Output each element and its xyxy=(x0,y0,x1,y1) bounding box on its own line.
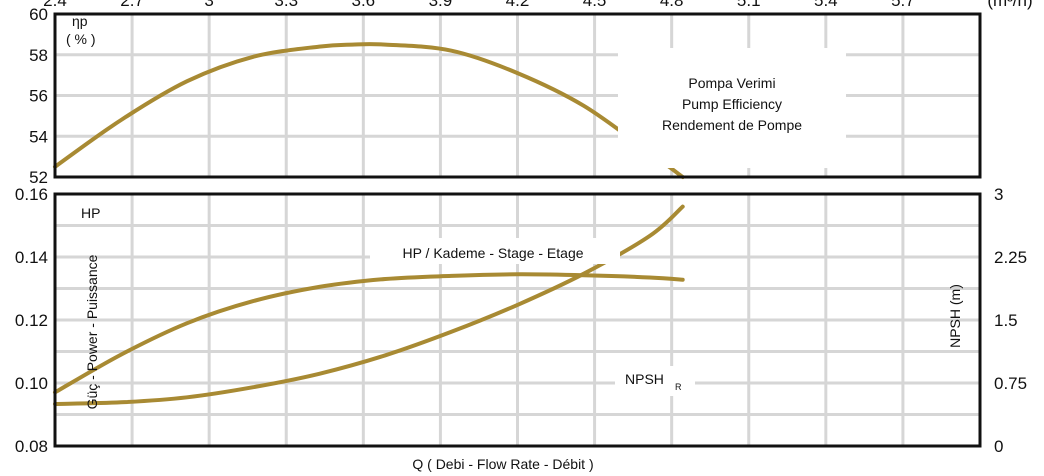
hp-annotation-box xyxy=(370,238,620,264)
top-y-tick-label: 52 xyxy=(29,168,48,187)
efficiency-curve xyxy=(53,42,685,179)
hp-unit-label: HP xyxy=(81,205,100,221)
efficiency-annotation-box xyxy=(618,48,846,168)
npsh-annotation-subscript: R xyxy=(675,382,682,392)
bottom-y-tick-label: 0.12 xyxy=(15,311,48,330)
top-x-tick-label: 4.5 xyxy=(583,0,607,10)
power-axis-label: Güç - Power - Puissance xyxy=(84,254,100,409)
top-x-tick-label: 3.6 xyxy=(352,0,376,10)
bottom-y-tick-label: 0.16 xyxy=(15,185,48,204)
efficiency-annotation-line: Pump Efficiency xyxy=(682,96,782,112)
efficiency-axis-unit: ( % ) xyxy=(66,31,96,47)
bottom-y2-tick-label: 0 xyxy=(994,437,1003,456)
top-x-tick-label: (m³/h) xyxy=(987,0,1032,10)
efficiency-axis-symbol: ηp xyxy=(72,13,88,29)
hp-curve xyxy=(53,272,685,395)
npsh-annotation: NPSH xyxy=(625,371,664,387)
bottom-y2-tick-label: 1.5 xyxy=(994,311,1018,330)
npsh-annotation-box xyxy=(615,366,695,396)
top-x-tick-label: 2.7 xyxy=(120,0,144,10)
top-x-tick-label: 5.4 xyxy=(814,0,838,10)
bottom-y2-tick-label: 3 xyxy=(994,185,1003,204)
top-y-tick-label: 54 xyxy=(29,127,48,146)
bottom-y-tick-label: 0.08 xyxy=(15,437,48,456)
bottom-y-tick-label: 0.14 xyxy=(15,248,48,267)
bottom-y-tick-label: 0.10 xyxy=(15,374,48,393)
npsh-axis-label: NPSH (m) xyxy=(947,284,963,348)
bottom-y2-tick-label: 0.75 xyxy=(994,374,1027,393)
top-y-tick-label: 60 xyxy=(29,5,48,24)
top-x-tick-label: 3.3 xyxy=(274,0,298,10)
top-x-tick-label: 4.8 xyxy=(660,0,684,10)
npsh-curve xyxy=(53,204,685,406)
x-axis-label: Q ( Debi - Flow Rate - Débit ) xyxy=(412,456,593,472)
top-x-tick-label: 5.7 xyxy=(891,0,915,10)
bottom-panel-frame xyxy=(53,192,982,448)
hp-annotation: HP / Kademe - Stage - Etage xyxy=(402,245,583,261)
top-x-tick-label: 4.2 xyxy=(506,0,530,10)
efficiency-annotation-line: Rendement de Pompe xyxy=(662,117,802,133)
bottom-y2-tick-label: 2.25 xyxy=(994,248,1027,267)
top-x-tick-label: 3 xyxy=(204,0,213,10)
efficiency-annotation-line: Pompa Verimi xyxy=(688,75,775,91)
top-panel-frame xyxy=(53,12,982,179)
top-y-tick-label: 56 xyxy=(29,87,48,106)
top-x-tick-label: 5.1 xyxy=(737,0,761,10)
top-x-tick-label: 3.9 xyxy=(429,0,453,10)
top-y-tick-label: 58 xyxy=(29,46,48,65)
top-x-tick-label: 2.4 xyxy=(43,0,67,10)
